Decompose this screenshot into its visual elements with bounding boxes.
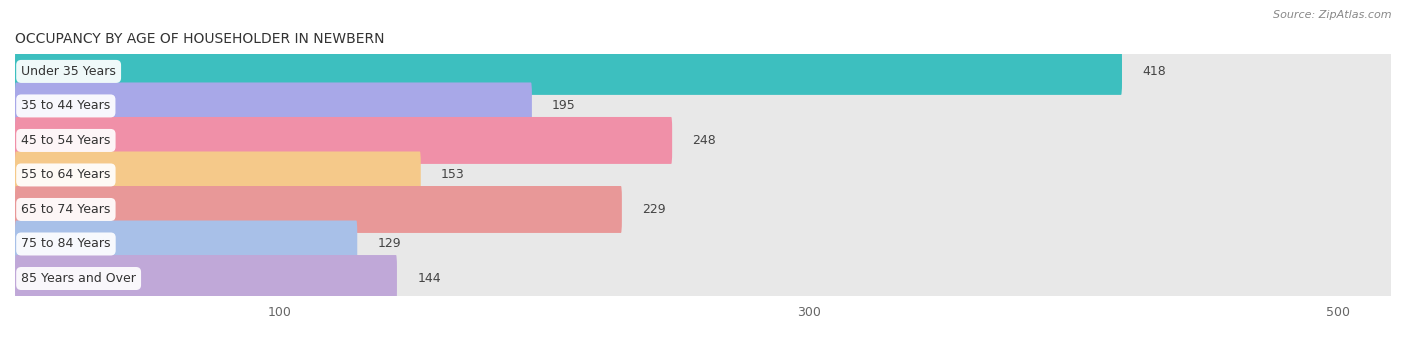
- Text: 248: 248: [692, 134, 716, 147]
- FancyBboxPatch shape: [15, 89, 1391, 123]
- FancyBboxPatch shape: [15, 186, 1392, 233]
- FancyBboxPatch shape: [15, 255, 396, 302]
- FancyBboxPatch shape: [15, 83, 1392, 129]
- Text: 195: 195: [553, 100, 576, 113]
- FancyBboxPatch shape: [15, 221, 357, 267]
- Text: 144: 144: [418, 272, 441, 285]
- Text: 418: 418: [1142, 65, 1166, 78]
- Text: 65 to 74 Years: 65 to 74 Years: [21, 203, 111, 216]
- FancyBboxPatch shape: [15, 54, 1391, 89]
- FancyBboxPatch shape: [15, 117, 672, 164]
- Text: 229: 229: [643, 203, 666, 216]
- Text: 75 to 84 Years: 75 to 84 Years: [21, 237, 111, 251]
- Text: OCCUPANCY BY AGE OF HOUSEHOLDER IN NEWBERN: OCCUPANCY BY AGE OF HOUSEHOLDER IN NEWBE…: [15, 32, 384, 46]
- FancyBboxPatch shape: [15, 151, 420, 198]
- FancyBboxPatch shape: [15, 83, 531, 129]
- FancyBboxPatch shape: [15, 158, 1391, 192]
- Text: 153: 153: [441, 168, 465, 181]
- FancyBboxPatch shape: [15, 192, 1391, 227]
- FancyBboxPatch shape: [15, 261, 1391, 296]
- Text: Under 35 Years: Under 35 Years: [21, 65, 117, 78]
- FancyBboxPatch shape: [15, 48, 1122, 95]
- FancyBboxPatch shape: [15, 255, 1392, 302]
- FancyBboxPatch shape: [15, 123, 1391, 158]
- FancyBboxPatch shape: [15, 221, 1392, 267]
- Text: 85 Years and Over: 85 Years and Over: [21, 272, 136, 285]
- Text: 55 to 64 Years: 55 to 64 Years: [21, 168, 111, 181]
- Text: 35 to 44 Years: 35 to 44 Years: [21, 100, 111, 113]
- Text: 45 to 54 Years: 45 to 54 Years: [21, 134, 111, 147]
- Text: 129: 129: [378, 237, 401, 251]
- FancyBboxPatch shape: [15, 151, 1392, 198]
- FancyBboxPatch shape: [15, 186, 621, 233]
- FancyBboxPatch shape: [15, 117, 1392, 164]
- FancyBboxPatch shape: [15, 48, 1392, 95]
- Text: Source: ZipAtlas.com: Source: ZipAtlas.com: [1274, 10, 1392, 20]
- FancyBboxPatch shape: [15, 227, 1391, 261]
